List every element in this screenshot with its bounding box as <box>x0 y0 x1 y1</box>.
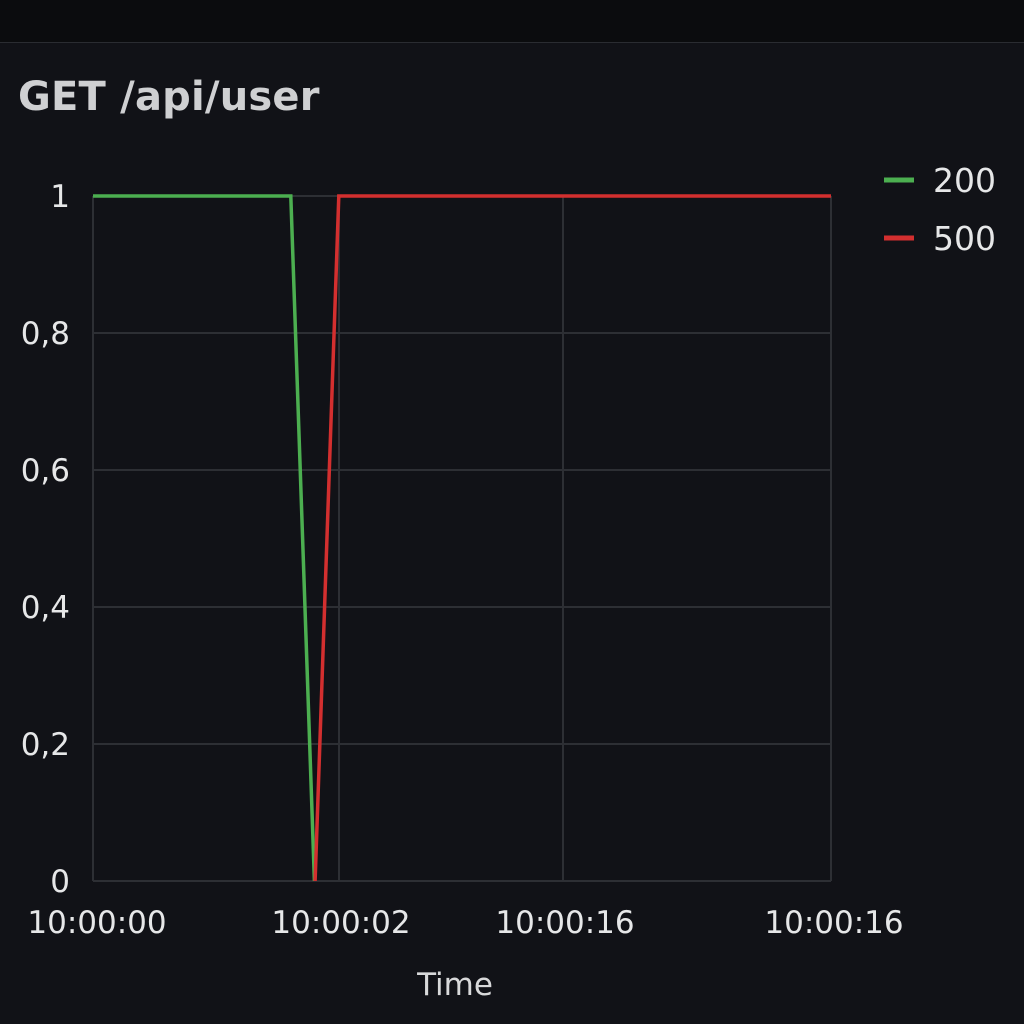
x-tick-label: 10:00:16 <box>764 905 903 941</box>
x-tick-label: 10:00:02 <box>271 905 410 941</box>
y-tick-label: 1 <box>50 179 70 215</box>
y-tick-label: 0,6 <box>21 453 70 489</box>
x-axis-title: Time <box>416 967 493 1003</box>
top-bar <box>0 0 1024 43</box>
series-line-200 <box>93 194 317 882</box>
panel-title: GET /api/user <box>18 74 320 120</box>
legend-item-200[interactable]: 200 <box>884 161 996 200</box>
legend-label: 500 <box>933 219 996 258</box>
chart-grid <box>92 195 832 882</box>
y-tick-label: 0,4 <box>21 590 70 626</box>
chart-series <box>93 194 831 882</box>
y-tick-label: 0,2 <box>21 727 70 763</box>
x-tick-label: 10:00:00 <box>27 905 166 941</box>
legend-item-500[interactable]: 500 <box>884 219 996 258</box>
y-tick-label: 0,8 <box>21 316 70 352</box>
series-line-500 <box>313 194 831 882</box>
y-axis-ticks: 0 0,2 0,4 0,6 0,8 1 <box>21 179 70 900</box>
legend-label: 200 <box>933 161 996 200</box>
x-tick-label: 10:00:16 <box>495 905 634 941</box>
x-axis-ticks: 10:00:00 10:00:02 10:00:16 10:00:16 <box>27 905 903 941</box>
y-tick-label: 0 <box>50 864 70 900</box>
chart-panel <box>0 43 1024 1024</box>
